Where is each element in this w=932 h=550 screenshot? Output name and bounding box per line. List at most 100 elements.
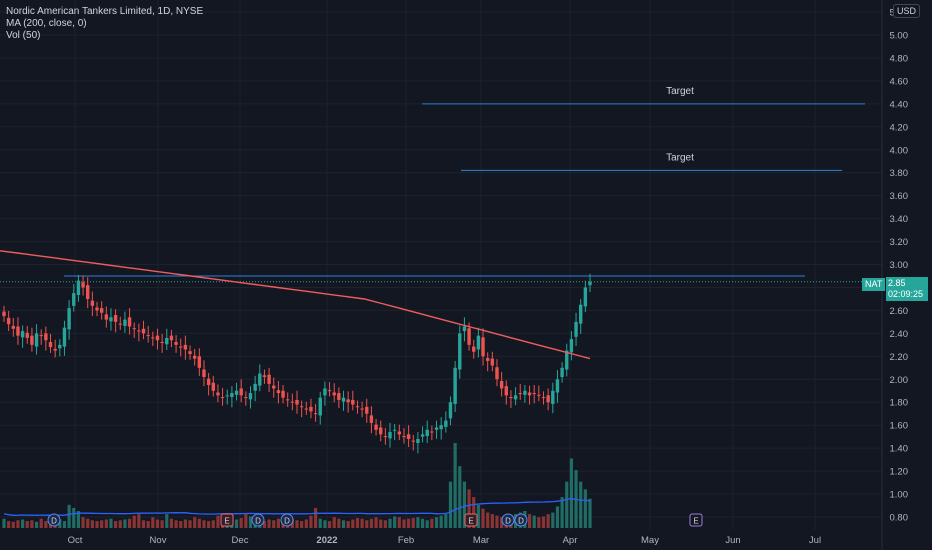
volume-bar [490,514,494,528]
candle-body [472,346,476,352]
volume-bar [430,518,434,528]
dividend-marker [280,513,294,527]
candle-body [546,395,550,403]
candle-body [281,390,285,398]
volume-bar [495,515,499,528]
volume-bar [169,518,174,528]
volume-bar [448,481,453,528]
volume-bar [537,517,541,528]
volume-bar [309,515,313,528]
candle-body [20,331,25,338]
candle-body [346,399,350,403]
volume-bar [11,521,15,528]
volume-bar [374,517,378,528]
marker-letter: D [255,516,261,525]
dividend-marker [501,513,515,527]
legend-title: Nordic American Tankers Limited, 1D, NYS… [6,6,204,17]
candle-body [462,326,467,332]
volume-bar [314,507,318,528]
volume-bar [216,515,220,528]
candle-body [411,440,415,442]
volume-bar [407,518,411,528]
candle-body [425,429,429,437]
candle-body [132,328,136,330]
candle-body [304,408,309,410]
price-tick-label: 3.20 [890,237,909,248]
volume-bar [207,521,211,528]
candle-body [374,424,378,430]
volume-bar [337,518,341,528]
volume-bar [34,521,39,528]
candle-body [99,308,104,313]
candle-body [155,335,160,341]
candle-body [509,397,513,399]
candle-body [272,385,276,389]
candle-body [151,337,155,339]
price-tick-label: 1.80 [890,398,909,409]
moving-average-line [0,250,591,360]
volume-bar [360,518,364,528]
volume-bar [500,517,504,528]
legend-ma: MA (200, close, 0) [6,18,87,29]
candle-body [216,392,220,396]
volume-bar [555,506,560,528]
marker-letter: E [693,516,698,525]
volume-bar [95,521,99,528]
volume-bar [318,518,322,528]
candle-body [588,281,592,286]
candle-body [220,397,225,399]
candle-body [444,420,448,427]
candle-body [565,350,569,370]
time-tick-label: Feb [398,535,414,546]
price-tick-label: 4.40 [890,99,909,110]
candle-body [416,438,420,443]
candle-body [48,341,53,348]
marker-letter: D [51,516,57,525]
candle-body [569,339,574,353]
currency-badge[interactable]: USD [892,4,920,18]
price-tick-label: 0.80 [890,513,909,524]
volume-bar [39,518,43,528]
candle-body [127,317,132,327]
candle-body [448,402,453,419]
volume-bar [132,515,136,528]
volume-bar [569,458,573,528]
volume-bar [179,521,183,528]
volume-bar [7,521,11,528]
candle-body [290,401,295,403]
candle-body [295,399,299,405]
volume-ma-line [3,497,591,516]
volume-bar [332,517,336,528]
candle-body [211,382,215,391]
volume-bar [155,519,160,528]
volume-bar [25,521,29,528]
candle-body [34,333,39,347]
price-axis: 5.205.004.804.604.404.204.003.803.603.40… [881,0,909,550]
candle-body [62,327,67,347]
volume-bar [86,518,90,528]
price-tick-label: 1.20 [890,467,909,478]
candle-body [527,392,532,396]
volume-bar [411,517,415,528]
volume-bar [416,517,420,528]
candle-body [39,335,43,337]
earnings-marker [689,513,703,527]
candle-body [25,332,29,338]
marker-letter: D [505,516,511,525]
volume-bar [420,518,425,528]
volume-bar [546,514,550,528]
volume-bar [123,519,127,528]
candle-body [332,392,336,396]
marker-letter: D [284,516,290,525]
candle-body [81,282,85,288]
target-label: Target [666,152,694,163]
candle-body [276,390,281,394]
candle-body [76,280,81,295]
volume-bar [160,520,164,528]
candle-body [113,315,118,322]
volume-bar [67,504,71,528]
dividend-marker [47,513,61,527]
price-tick-label: 3.40 [890,214,909,225]
candle-body [383,436,388,438]
